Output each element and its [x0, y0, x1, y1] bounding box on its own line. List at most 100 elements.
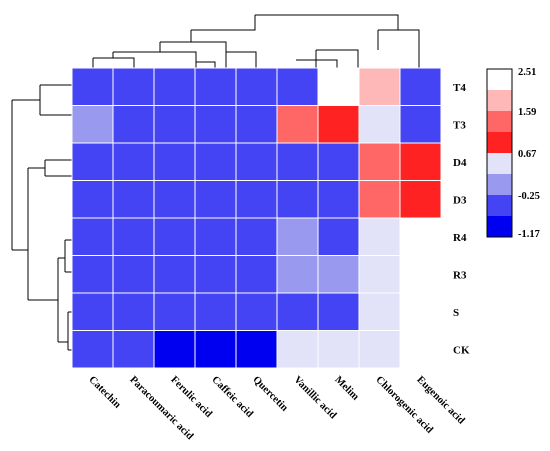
heatmap-cell [399, 330, 442, 369]
row-labels: T4 T3 D4 D3 R4 R3 S CK [453, 82, 470, 357]
heatmap-cell [317, 142, 360, 181]
heatmap-cell [112, 330, 155, 369]
column-dendrogram-branch [113, 51, 197, 68]
legend-swatch [487, 111, 512, 132]
heatmap-cell [358, 142, 401, 181]
legend-swatch [487, 69, 512, 90]
row-label: R3 [453, 269, 467, 281]
heatmap-cell [153, 142, 196, 181]
heatmap-cell [71, 142, 114, 181]
heatmap-cell [358, 180, 401, 219]
heatmap-cell [235, 255, 278, 294]
heatmap-cell [71, 255, 114, 294]
row-label: T3 [453, 119, 466, 131]
legend-swatch [487, 132, 512, 153]
heatmap-cell [112, 105, 155, 144]
heatmap-cell [153, 255, 196, 294]
color-legend: 2.51 1.59 0.67 -0.25 -1.17 [486, 67, 540, 240]
heatmap-cell [317, 180, 360, 219]
heatmap-cell [71, 330, 114, 369]
heatmap-cell [153, 67, 196, 106]
heatmap-cell [235, 142, 278, 181]
column-dendrogram-branch [191, 15, 256, 31]
column-dendrogram-branch [226, 51, 257, 68]
column-label: Quercetin [250, 374, 290, 414]
heatmap-cell [194, 330, 237, 369]
heatmap-cell [276, 292, 319, 331]
heatmap-cell [276, 255, 319, 294]
heatmap-cell [71, 67, 114, 106]
heatmap-cell [317, 217, 360, 256]
heatmap-cell [399, 292, 442, 331]
column-dendrogram-branch [160, 41, 227, 68]
heatmap-cell [112, 142, 155, 181]
heatmap-cell [194, 105, 237, 144]
heatmap-cell [194, 292, 237, 331]
row-label: D4 [453, 157, 467, 169]
heatmap-cell [235, 180, 278, 219]
heatmap-cell [235, 292, 278, 331]
heatmap-cell [399, 217, 442, 256]
legend-swatch [487, 153, 512, 174]
heatmap-cells [71, 67, 442, 369]
heatmap-cell [112, 217, 155, 256]
row-label: S [453, 307, 459, 319]
heatmap-cell [235, 330, 278, 369]
heatmap-cell [235, 217, 278, 256]
column-label: Caffeic acid [209, 374, 255, 420]
heatmap-cell [358, 292, 401, 331]
heatmap-cell [153, 217, 196, 256]
column-dendrogram-branch [255, 14, 399, 30]
row-label: D3 [453, 194, 467, 206]
legend-swatch [487, 90, 512, 111]
column-label: Vanillic acid [291, 374, 338, 421]
legend-swatches [487, 69, 512, 237]
heatmap-cell [399, 255, 442, 294]
heatmap-cell [358, 330, 401, 369]
heatmap-cell [153, 292, 196, 331]
column-label: Catechin [86, 374, 122, 410]
legend-tick-label: 2.51 [518, 67, 536, 78]
heatmap-cell [358, 255, 401, 294]
legend-swatch [487, 216, 512, 237]
heatmap-cell [194, 217, 237, 256]
heatmap-cell [71, 105, 114, 144]
heatmap-cell [153, 180, 196, 219]
heatmap-cell [71, 180, 114, 219]
legend-tick-label: -0.25 [518, 191, 540, 202]
heatmap-cell [276, 105, 319, 144]
heatmap-cell [399, 67, 442, 106]
heatmap-cell [112, 255, 155, 294]
legend-tick-label: 1.59 [518, 107, 536, 118]
column-label: Melim [332, 374, 361, 403]
heatmap-cell [317, 255, 360, 294]
column-dendrogram-branch [316, 49, 359, 68]
heatmap-cell [276, 217, 319, 256]
legend-ticks: 2.51 1.59 0.67 -0.25 -1.17 [518, 67, 540, 240]
heatmap-cell [399, 180, 442, 219]
column-dendrogram-branch [378, 29, 420, 68]
row-label: R4 [453, 232, 467, 244]
heatmap-cell [276, 67, 319, 106]
heatmap-cell [194, 67, 237, 106]
heatmap-cell [235, 67, 278, 106]
heatmap-cell [317, 330, 360, 369]
heatmap-cell [194, 255, 237, 294]
legend-border [486, 68, 513, 238]
heatmap-cell [358, 217, 401, 256]
heatmap-cell [153, 105, 196, 144]
heatmap-cell [317, 105, 360, 144]
heatmap-cell [358, 67, 401, 106]
heatmap-cell [112, 292, 155, 331]
row-label: T4 [453, 82, 466, 94]
legend-swatch [487, 195, 512, 216]
heatmap-cell [194, 142, 237, 181]
heatmap-cell [317, 67, 360, 106]
row-label: CK [453, 344, 470, 356]
heatmap-cell [235, 105, 278, 144]
heatmap-cell [71, 292, 114, 331]
column-dendrogram-branch [93, 57, 135, 68]
heatmap-cell [112, 180, 155, 219]
